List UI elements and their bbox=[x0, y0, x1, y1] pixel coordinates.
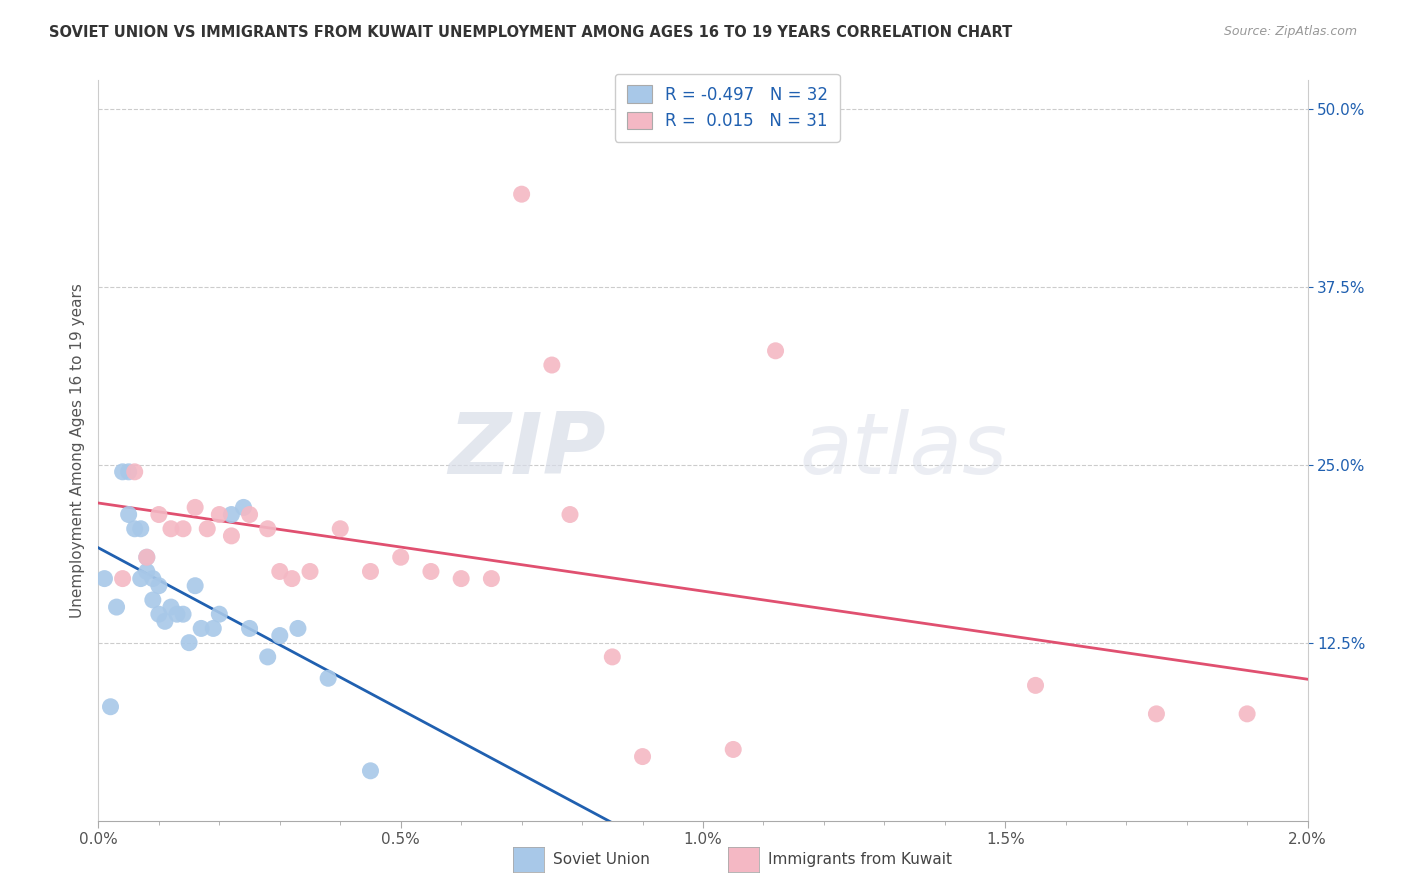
Point bbox=[208, 607, 231, 622]
Point bbox=[221, 529, 243, 543]
Point bbox=[510, 187, 533, 202]
Point bbox=[124, 522, 146, 536]
Point bbox=[256, 649, 278, 664]
Point bbox=[602, 649, 624, 664]
Point bbox=[389, 550, 412, 565]
Point bbox=[765, 343, 787, 358]
Point bbox=[723, 742, 745, 756]
Point bbox=[129, 572, 152, 586]
Legend: R = -0.497   N = 32, R =  0.015   N = 31: R = -0.497 N = 32, R = 0.015 N = 31 bbox=[614, 74, 839, 142]
Point bbox=[269, 565, 291, 579]
Point bbox=[269, 628, 291, 642]
Point bbox=[111, 572, 134, 586]
Point bbox=[208, 508, 231, 522]
Point bbox=[124, 465, 146, 479]
Point bbox=[166, 607, 188, 622]
Point bbox=[142, 572, 165, 586]
Point bbox=[105, 600, 128, 615]
Point bbox=[172, 522, 194, 536]
Point bbox=[540, 358, 562, 372]
Point bbox=[558, 508, 581, 522]
Point bbox=[299, 565, 322, 579]
Point bbox=[172, 607, 194, 622]
Text: ZIP: ZIP bbox=[449, 409, 606, 492]
Point bbox=[148, 508, 170, 522]
Point bbox=[1146, 706, 1168, 721]
Point bbox=[420, 565, 443, 579]
Point bbox=[111, 465, 134, 479]
Point bbox=[184, 500, 207, 515]
Point bbox=[179, 635, 201, 649]
Point bbox=[360, 764, 382, 778]
Point bbox=[160, 600, 183, 615]
Point bbox=[256, 522, 278, 536]
Point bbox=[329, 522, 352, 536]
Point bbox=[148, 607, 170, 622]
Point bbox=[190, 622, 212, 636]
Point bbox=[631, 749, 654, 764]
Point bbox=[195, 522, 218, 536]
Point bbox=[481, 572, 503, 586]
Point bbox=[93, 572, 115, 586]
Point bbox=[100, 699, 122, 714]
Point bbox=[316, 671, 339, 685]
Point bbox=[287, 622, 309, 636]
Point bbox=[202, 622, 225, 636]
Point bbox=[184, 579, 207, 593]
Point bbox=[153, 615, 176, 629]
Point bbox=[142, 593, 165, 607]
Point bbox=[118, 508, 141, 522]
Point bbox=[239, 622, 262, 636]
Text: atlas: atlas bbox=[800, 409, 1008, 492]
Point bbox=[148, 579, 170, 593]
Point bbox=[135, 550, 157, 565]
Point bbox=[221, 508, 243, 522]
Point bbox=[160, 522, 183, 536]
Text: SOVIET UNION VS IMMIGRANTS FROM KUWAIT UNEMPLOYMENT AMONG AGES 16 TO 19 YEARS CO: SOVIET UNION VS IMMIGRANTS FROM KUWAIT U… bbox=[49, 25, 1012, 40]
Point bbox=[135, 565, 157, 579]
Text: Immigrants from Kuwait: Immigrants from Kuwait bbox=[768, 853, 952, 867]
Text: Source: ZipAtlas.com: Source: ZipAtlas.com bbox=[1223, 25, 1357, 38]
Point bbox=[450, 572, 472, 586]
Y-axis label: Unemployment Among Ages 16 to 19 years: Unemployment Among Ages 16 to 19 years bbox=[69, 283, 84, 618]
Point bbox=[360, 565, 382, 579]
Point bbox=[135, 550, 157, 565]
Point bbox=[239, 508, 262, 522]
Point bbox=[1236, 706, 1258, 721]
Point bbox=[232, 500, 254, 515]
Point bbox=[281, 572, 304, 586]
Point bbox=[1024, 678, 1046, 692]
Point bbox=[118, 465, 141, 479]
Point bbox=[129, 522, 152, 536]
Text: Soviet Union: Soviet Union bbox=[553, 853, 650, 867]
